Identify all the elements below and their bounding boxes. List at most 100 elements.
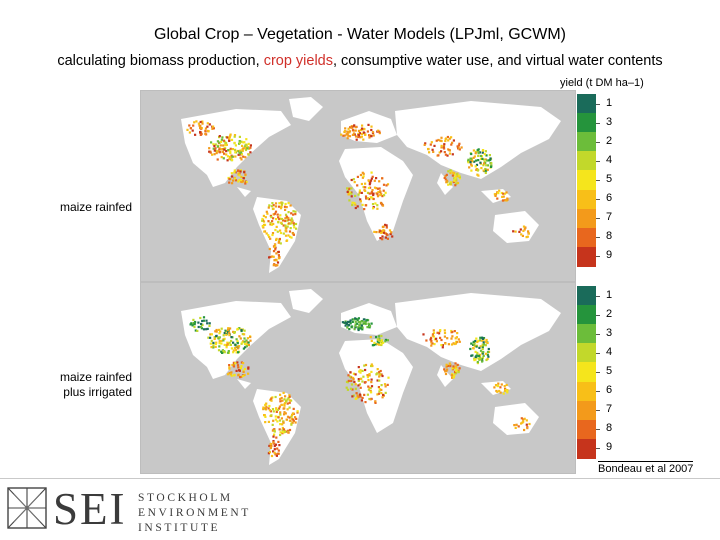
yield-pixel xyxy=(272,204,275,207)
yield-pixel xyxy=(286,429,289,432)
yield-pixel xyxy=(364,401,367,404)
yield-pixel xyxy=(377,187,380,190)
yield-pixel xyxy=(455,182,458,185)
yield-pixel xyxy=(274,395,277,399)
yield-pixel xyxy=(215,341,218,344)
yield-pixel xyxy=(237,169,240,172)
yield-pixel xyxy=(479,354,482,357)
yield-pixel xyxy=(290,212,293,215)
yield-pixel xyxy=(457,147,460,150)
yield-pixel xyxy=(222,139,225,142)
yield-pixel xyxy=(348,135,352,138)
yield-pixel xyxy=(369,336,372,339)
yield-pixel xyxy=(484,352,488,355)
yield-pixel xyxy=(269,237,272,240)
yield-pixel xyxy=(475,150,478,153)
yield-pixel xyxy=(366,376,369,379)
yield-pixel xyxy=(286,398,289,401)
yield-pixel xyxy=(225,333,228,336)
yield-pixel xyxy=(223,337,226,340)
yield-pixel xyxy=(243,333,246,336)
yield-pixel xyxy=(344,321,347,324)
yield-pixel xyxy=(454,184,457,187)
yield-pixel xyxy=(230,371,233,374)
yield-pixel xyxy=(378,337,381,340)
yield-pixel xyxy=(285,399,288,402)
yield-pixel xyxy=(477,339,480,342)
yield-pixel xyxy=(376,343,379,346)
yield-pixel xyxy=(481,356,484,359)
yield-pixel xyxy=(215,152,218,155)
yield-pixel xyxy=(505,191,508,194)
yield-pixel xyxy=(219,330,222,333)
yield-pixel xyxy=(347,324,350,327)
yield-pixel xyxy=(269,214,272,217)
yield-pixel xyxy=(366,326,369,329)
yield-pixel xyxy=(451,367,454,370)
yield-pixel xyxy=(346,187,349,190)
yield-pixel xyxy=(369,186,372,189)
yield-pixel xyxy=(244,156,247,159)
yield-pixel xyxy=(243,340,246,343)
yield-pixel xyxy=(274,210,278,213)
yield-pixel xyxy=(270,414,273,417)
yield-pixel xyxy=(239,170,242,173)
colorbar-tick xyxy=(596,334,600,335)
yield-pixel xyxy=(357,384,360,387)
yield-pixel xyxy=(381,195,384,198)
yield-pixel xyxy=(240,342,243,345)
yield-pixel xyxy=(226,373,230,376)
yield-pixel xyxy=(277,452,280,455)
yield-pixel xyxy=(189,127,192,130)
yield-pixel xyxy=(380,334,383,338)
yield-pixel xyxy=(267,220,270,223)
legend-title: yield (t DM ha–1) xyxy=(560,77,644,89)
colorbar-swatch xyxy=(577,362,596,383)
yield-pixel xyxy=(501,195,504,198)
citation: Bondeau et al 2007 xyxy=(598,461,694,475)
yield-pixel xyxy=(274,415,277,418)
yield-pixel xyxy=(220,339,223,342)
yield-pixel xyxy=(292,222,295,225)
yield-pixel xyxy=(454,367,457,370)
yield-pixel xyxy=(371,131,375,134)
yield-pixel xyxy=(449,365,452,368)
yield-pixel xyxy=(431,148,434,151)
yield-pixel xyxy=(212,127,215,130)
yield-pixel xyxy=(242,155,245,158)
yield-pixel xyxy=(277,205,281,208)
yield-pixel xyxy=(376,193,379,196)
yield-pixel xyxy=(283,413,286,416)
yield-pixel xyxy=(517,425,520,428)
yield-pixel xyxy=(222,350,225,353)
yield-pixel xyxy=(489,158,492,161)
yield-pixel xyxy=(275,410,278,413)
colorbar-tick xyxy=(596,123,600,124)
yield-pixel xyxy=(191,129,194,132)
yield-pixel xyxy=(350,125,353,128)
yield-pixel xyxy=(188,131,191,134)
yield-pixel xyxy=(224,329,227,332)
subtitle-highlight: crop yields xyxy=(263,53,333,69)
yield-pixel xyxy=(372,193,375,197)
yield-pixel xyxy=(354,320,357,323)
yield-pixel xyxy=(383,194,386,197)
yield-pixel xyxy=(366,130,369,133)
yield-pixel xyxy=(512,230,515,233)
yield-pixel xyxy=(443,331,447,335)
yield-pixel xyxy=(264,421,267,424)
yield-pixel xyxy=(378,388,381,391)
yield-pixel xyxy=(362,172,365,175)
yield-pixel xyxy=(219,140,223,143)
yield-pixel xyxy=(234,144,237,147)
yield-pixel xyxy=(264,403,267,406)
yield-pixel xyxy=(294,213,297,216)
yield-pixel xyxy=(363,393,366,396)
yield-pixel xyxy=(229,373,232,376)
yield-pixel xyxy=(267,206,270,209)
yield-pixel xyxy=(289,235,292,238)
yield-pixel xyxy=(206,125,209,128)
yield-pixel xyxy=(271,220,274,223)
yield-pixel xyxy=(359,129,363,132)
yield-pixel xyxy=(223,343,226,346)
